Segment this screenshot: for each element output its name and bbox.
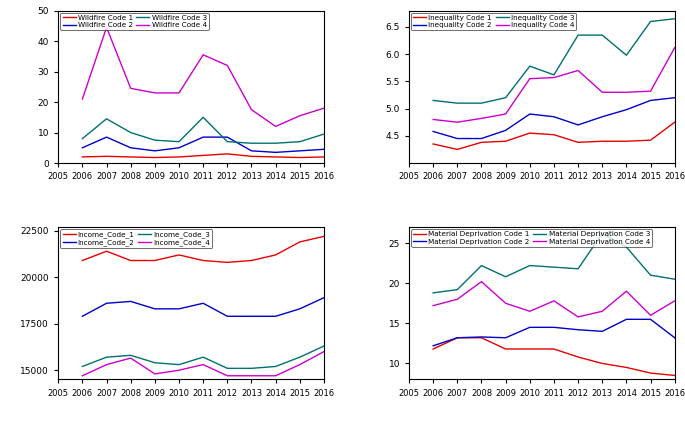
- Legend: Material Deprivation Code 1, Material Deprivation Code 2, Material Deprivation C: Material Deprivation Code 1, Material De…: [411, 229, 652, 247]
- Legend: Wildfire Code 1, Wildfire Code 2, Wildfire Code 3, Wildfire Code 4: Wildfire Code 1, Wildfire Code 2, Wildfi…: [60, 13, 209, 30]
- Legend: Inequality Code 1, Inequality Code 2, Inequality Code 3, Inequality Code 4: Inequality Code 1, Inequality Code 2, In…: [411, 13, 577, 30]
- Legend: Income_Code_1, Income_Code_2, Income_Code_3, Income_Code_4: Income_Code_1, Income_Code_2, Income_Cod…: [60, 229, 212, 248]
